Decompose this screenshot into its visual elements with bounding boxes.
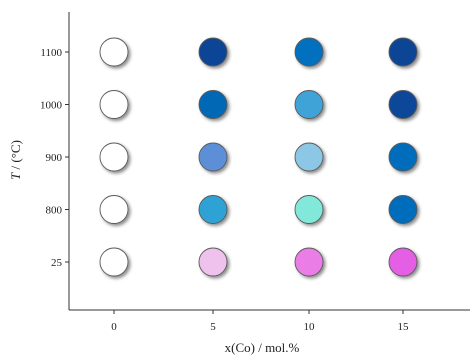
data-point [99,37,129,67]
x-tick-label: 5 [210,321,216,333]
data-point [198,195,228,224]
y-tick-label: 1100 [40,47,62,59]
y-tick-label: 800 [46,205,63,217]
y-tick-label: 25 [51,257,63,269]
data-point [294,247,324,277]
y-ticks: 1100 1000 900 800 25 [40,47,69,269]
y-axis-title: T / (°C) [8,140,23,180]
data-point [388,37,418,67]
data-point [198,142,228,172]
data-point [198,90,228,119]
data-point [294,142,324,172]
data-point [99,195,129,224]
x-tick-label: 10 [304,321,316,333]
data-point [388,90,418,119]
x-tick-label: 15 [398,321,410,333]
y-tick-label: 900 [46,152,63,164]
data-point [99,90,129,119]
data-point [198,37,228,67]
data-points [99,37,418,277]
data-point [294,90,324,119]
data-point [388,195,418,224]
data-point [198,247,228,277]
y-axis-title-rest: / (°C) [8,140,23,173]
data-point [99,247,129,277]
x-axis-title: x(Co) / mol.% [225,340,300,355]
x-ticks: 0 5 10 15 [111,310,409,333]
data-point [99,142,129,172]
y-tick-label: 1000 [40,100,63,112]
data-point [388,247,418,277]
y-axis-title-italic: T [8,172,23,180]
data-point [294,37,324,67]
x-tick-label: 0 [111,321,117,333]
data-point [294,195,324,224]
data-point [388,142,418,172]
